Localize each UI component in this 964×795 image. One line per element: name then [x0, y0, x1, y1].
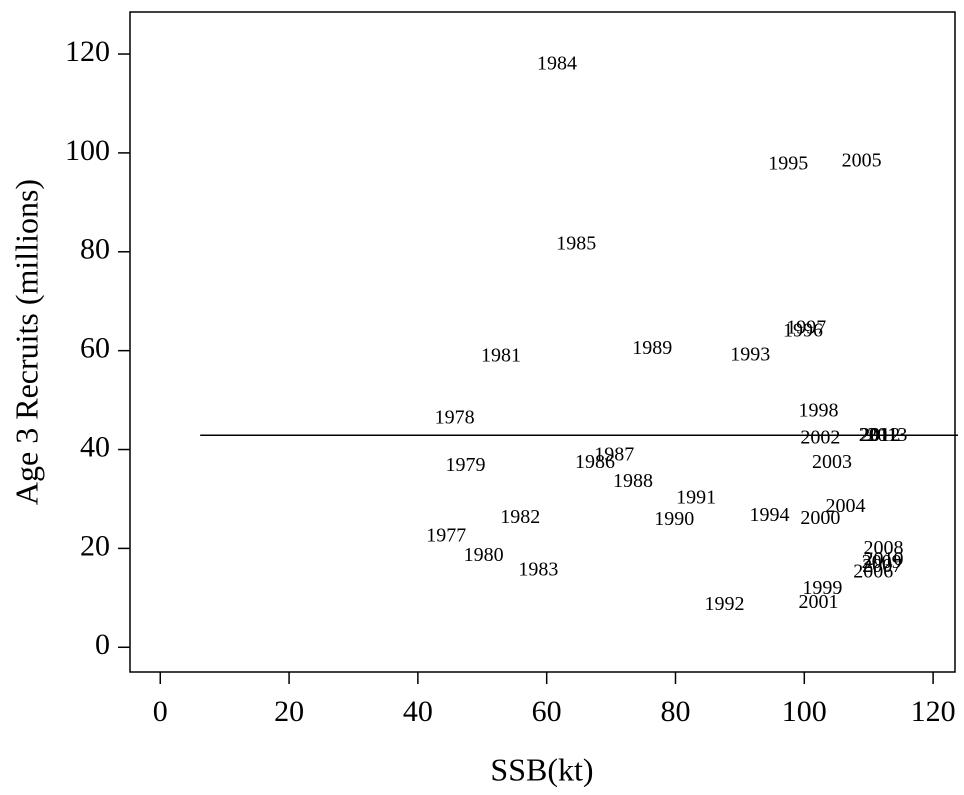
y-tick-label: 40 [80, 430, 110, 463]
point-label: 2009 [862, 551, 902, 573]
point-label: 2012 [860, 424, 900, 446]
point-label: 1997 [786, 316, 826, 338]
x-tick-label: 0 [153, 695, 168, 728]
point-label: 1991 [676, 487, 716, 509]
plot-frame [129, 11, 956, 673]
point-label: 1986 [575, 451, 615, 473]
y-tick-label: 120 [65, 35, 110, 68]
point-label: 1996 [783, 319, 823, 341]
point-label: 2008 [864, 537, 904, 559]
point-label: 1984 [537, 52, 577, 74]
point-label: 1999 [802, 577, 842, 599]
y-tick-label: 20 [80, 529, 110, 562]
x-tick-label: 20 [274, 695, 304, 728]
point-label: 2006 [853, 561, 893, 583]
point-label: 1992 [704, 593, 744, 615]
point-label: 2003 [812, 451, 852, 473]
point-label: 2002 [800, 427, 840, 449]
point-label: 1995 [768, 152, 808, 174]
x-axis-label: SSB(kt) [490, 751, 593, 787]
point-label: 1998 [798, 400, 838, 422]
point-label: 2000 [800, 507, 840, 529]
point-label: 1982 [500, 506, 540, 528]
point-label: 1987 [594, 444, 634, 466]
point-label: 1990 [654, 508, 694, 530]
y-tick-label: 100 [65, 134, 110, 167]
point-label: 2005 [842, 149, 882, 171]
x-tick-label: 80 [660, 695, 690, 728]
y-tick-label: 0 [95, 628, 110, 661]
point-label: 1989 [632, 337, 672, 359]
point-label: 1994 [750, 504, 790, 526]
x-tick-label: 60 [532, 695, 562, 728]
x-tick-label: 100 [782, 695, 827, 728]
point-label: 2004 [826, 495, 866, 517]
point-label: 1980 [464, 544, 504, 566]
point-label: 1977 [426, 525, 466, 547]
point-label: 1983 [518, 559, 558, 581]
point-label: 1978 [435, 406, 475, 428]
point-label: 2011 [859, 424, 898, 446]
point-label: 2013 [867, 424, 907, 446]
x-tick-label: 120 [911, 695, 956, 728]
point-label: 1993 [730, 344, 770, 366]
y-axis-label: Age 3 Recruits (millions) [8, 179, 44, 505]
x-tick-label: 40 [403, 695, 433, 728]
point-label: 1988 [613, 470, 653, 492]
point-label: 2001 [798, 591, 838, 613]
y-tick-label: 80 [80, 233, 110, 266]
point-label: 2007 [862, 555, 902, 577]
point-label: 1979 [446, 454, 486, 476]
point-label: 2010 [864, 548, 904, 570]
point-label: 1981 [481, 345, 521, 367]
point-label: 1985 [556, 232, 596, 254]
y-tick-label: 60 [80, 332, 110, 365]
